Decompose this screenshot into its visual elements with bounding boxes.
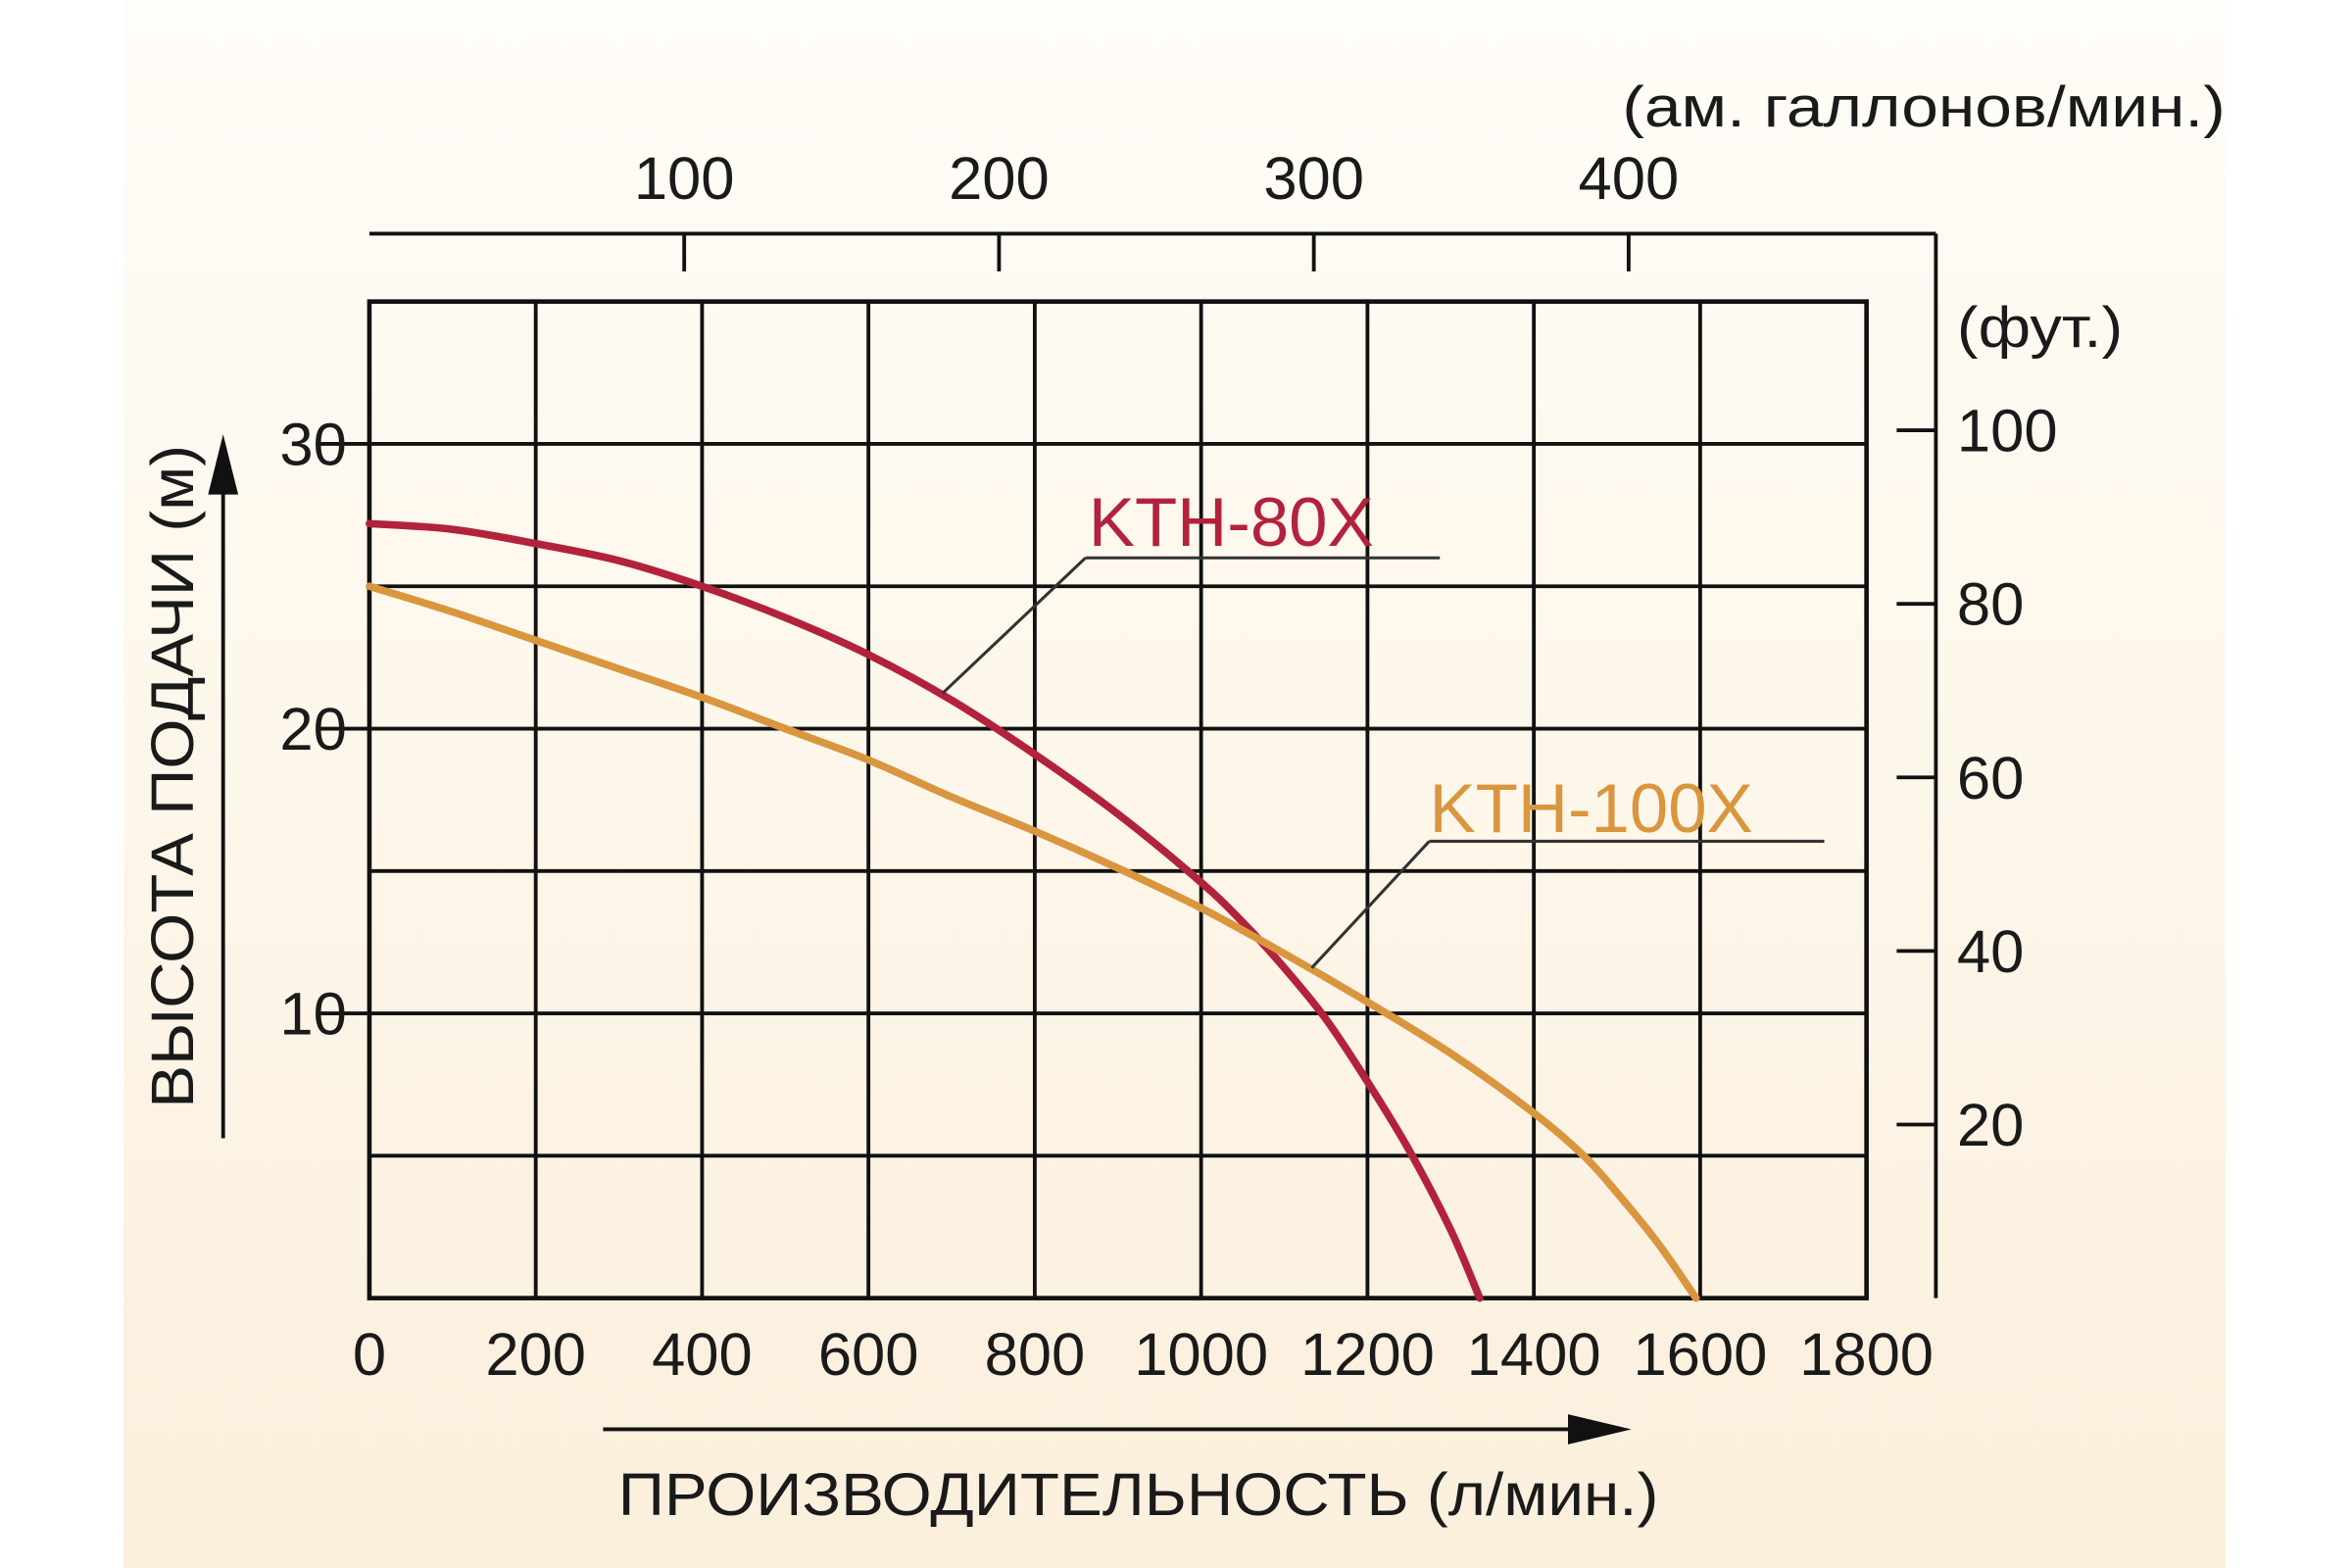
y-axis-arrow-icon — [208, 434, 239, 495]
y-tick-label: 10 — [279, 981, 346, 1049]
secondary-y-tick-label: 100 — [1957, 398, 2058, 466]
secondary-x-tick-label: 200 — [949, 145, 1050, 213]
grid — [367, 299, 1869, 1300]
x-tick-label: 400 — [652, 1321, 753, 1389]
chart-background — [123, 0, 2226, 1568]
x-axis-arrow-icon — [1568, 1414, 1632, 1445]
x-tick-label: 1400 — [1467, 1321, 1601, 1389]
x-tick-label: 1000 — [1134, 1321, 1268, 1389]
secondary-y-axis-label: (фут.) — [1957, 296, 2123, 360]
x-axis-label: ПРОИЗВОДИТЕЛЬНОСТЬ (л/мин.) — [618, 1461, 1659, 1529]
x-tick-label: 800 — [985, 1321, 1086, 1389]
series: KTH-80X KTH-100X — [366, 483, 1825, 1302]
secondary-y-tick-label: 60 — [1957, 745, 2024, 812]
secondary-y-tick-label: 20 — [1957, 1092, 2024, 1159]
series-line-kth-100x — [366, 582, 1700, 1302]
secondary-x-tick-label: 100 — [634, 145, 735, 213]
x-tick-label: 1200 — [1300, 1321, 1435, 1389]
axes: 0 200 400 600 800 1000 1200 1400 1600 1800 10 20 30 1… — [208, 145, 2058, 1445]
x-tick-label: 600 — [818, 1321, 919, 1389]
secondary-x-tick-label: 300 — [1263, 145, 1364, 213]
y-tick-label: 30 — [279, 412, 346, 479]
series-line-kth-80x — [366, 519, 1484, 1302]
series-label-leader — [941, 557, 1087, 695]
secondary-x-axis-label: (ам. галлонов/мин.) — [1622, 75, 2225, 139]
secondary-y-tick-label: 40 — [1957, 918, 2024, 986]
secondary-y-tick-label: 80 — [1957, 571, 2024, 639]
series-label-leader — [1310, 840, 1431, 969]
y-tick-label: 20 — [279, 696, 346, 763]
y-axis-label: ВЫСОТА ПОДАЧИ (м) — [139, 445, 207, 1108]
x-tick-label: 0 — [353, 1321, 386, 1389]
series-label: KTH-100X — [1429, 769, 1752, 847]
x-tick-label: 200 — [485, 1321, 586, 1389]
x-tick-label: 1800 — [1799, 1321, 1934, 1389]
x-tick-label: 1600 — [1633, 1321, 1767, 1389]
series-label: KTH-80X — [1089, 483, 1374, 561]
secondary-x-tick-label: 400 — [1579, 145, 1680, 213]
